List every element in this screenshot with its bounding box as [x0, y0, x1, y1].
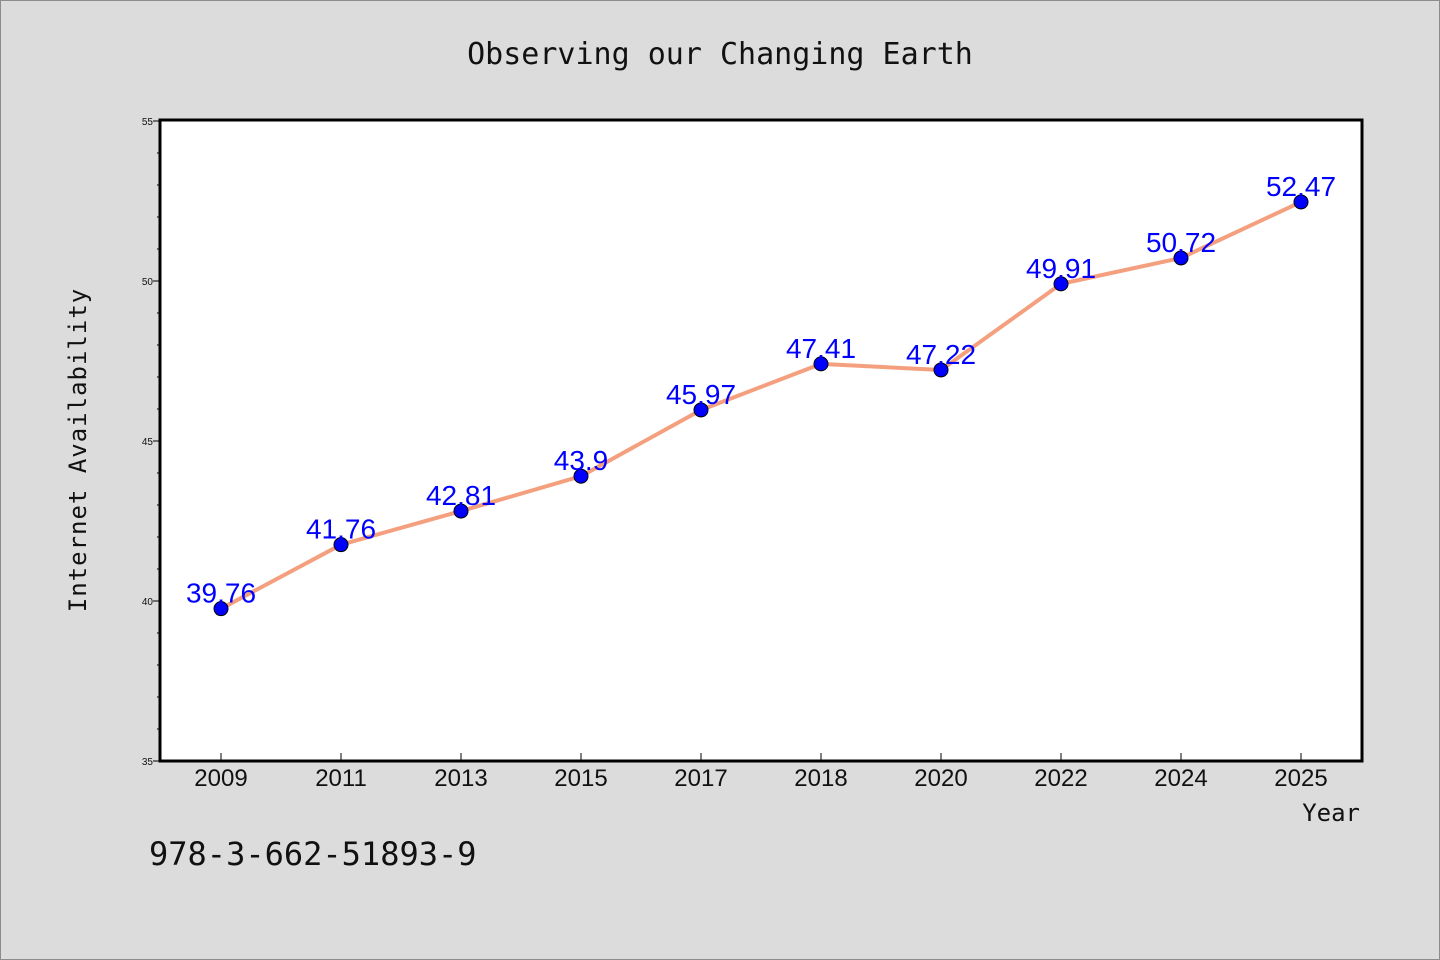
series-line: [219, 199, 1303, 611]
data-point: [933, 362, 949, 378]
data-label: 45.97: [666, 379, 736, 410]
data-point: [1173, 250, 1189, 266]
data-point: [813, 356, 829, 372]
x-tick-label: 2024: [1154, 765, 1207, 792]
y-tick-label: 55: [142, 117, 154, 128]
data-label: 47.41: [786, 333, 856, 364]
data-label: 43.9: [554, 445, 609, 476]
x-tick-label: 2020: [914, 765, 967, 792]
plot-area: [158, 118, 1364, 763]
data-label: 50.72: [1146, 227, 1216, 258]
x-tick-label: 2011: [315, 765, 367, 792]
data-label: 52.47: [1266, 171, 1336, 202]
data-label: 39.76: [186, 578, 256, 609]
data-point: [1053, 276, 1069, 292]
data-point: [1293, 194, 1309, 210]
data-label: 47.22: [906, 339, 976, 370]
data-label: 41.76: [306, 514, 376, 545]
y-tick-label: 45: [142, 437, 154, 448]
x-tick-label: 2017: [674, 765, 727, 792]
isbn-text: 978-3-662-51893-9: [149, 835, 477, 873]
x-tick-label: 2015: [554, 765, 607, 792]
chart-title: Observing our Changing Earth: [467, 37, 973, 72]
x-axis-label: Year: [1302, 799, 1360, 827]
x-tick-label: 2013: [434, 765, 487, 792]
data-point: [213, 601, 229, 617]
x-tick-label: 2025: [1274, 765, 1327, 792]
data-point: [333, 537, 349, 553]
data-point: [693, 402, 709, 418]
y-tick-label: 40: [142, 597, 154, 608]
data-label: 49.91: [1026, 253, 1096, 284]
y-axis-ticks: 35 40 45 50 55: [142, 117, 161, 768]
data-point: [573, 468, 589, 484]
x-tick-label: 2022: [1034, 765, 1087, 792]
y-axis-label: Internet Availability: [64, 288, 92, 612]
series-layer: 39.76 41.76 42.81 43.9 45.97 47.41 47.22 49.91 5…: [186, 171, 1336, 617]
data-point: [453, 503, 469, 519]
x-tick-label: 2009: [194, 765, 247, 792]
y-tick-label: 50: [142, 277, 154, 288]
data-label: 42.81: [426, 480, 496, 511]
y-tick-label: 35: [142, 757, 154, 768]
x-tick-label: 2018: [794, 765, 847, 792]
x-axis-ticks: 2009 2011 2013 2015 2017 2018 2020 2022 2024 2025: [194, 753, 1328, 792]
